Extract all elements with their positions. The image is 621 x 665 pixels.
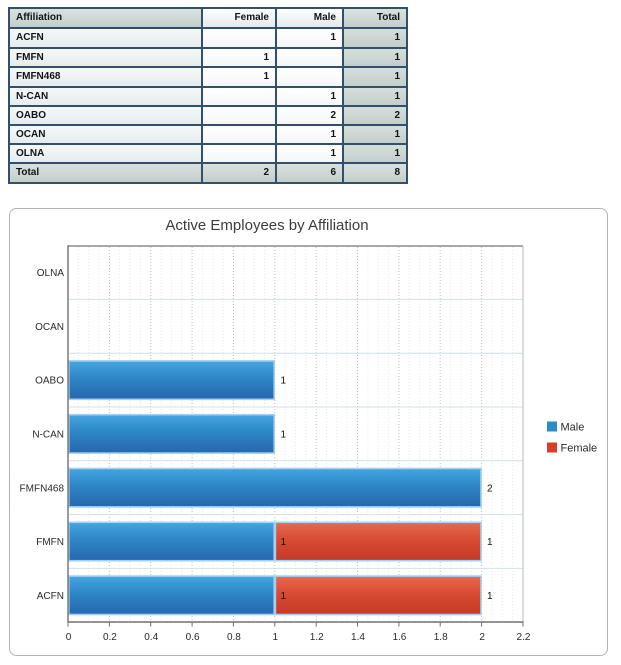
svg-text:2: 2 (479, 632, 485, 643)
svg-text:1: 1 (281, 376, 287, 387)
svg-text:1.6: 1.6 (392, 632, 406, 643)
svg-text:1: 1 (281, 430, 287, 441)
svg-text:OCAN: OCAN (35, 322, 64, 333)
svg-text:2: 2 (487, 483, 493, 494)
svg-text:1: 1 (487, 537, 493, 548)
svg-text:0.6: 0.6 (186, 632, 200, 643)
svg-text:ACFN: ACFN (37, 591, 64, 602)
svg-text:N-CAN: N-CAN (32, 430, 64, 441)
svg-text:0.4: 0.4 (144, 632, 158, 643)
svg-text:1: 1 (273, 632, 279, 643)
svg-text:1: 1 (281, 537, 287, 548)
svg-text:Active Employees by Affiliatio: Active Employees by Affiliation (165, 217, 368, 234)
svg-text:1.8: 1.8 (434, 632, 448, 643)
svg-text:1: 1 (487, 591, 493, 602)
svg-text:0.8: 0.8 (227, 632, 241, 643)
svg-text:FMFN468: FMFN468 (20, 483, 65, 494)
svg-text:2.2: 2.2 (517, 632, 531, 643)
svg-text:Female: Female (561, 443, 598, 455)
svg-text:1: 1 (281, 591, 287, 602)
svg-text:OLNA: OLNA (37, 268, 65, 279)
svg-text:0.2: 0.2 (103, 632, 117, 643)
svg-text:OABO: OABO (35, 376, 64, 387)
svg-text:FMFN: FMFN (36, 537, 64, 548)
svg-text:1.4: 1.4 (351, 632, 365, 643)
svg-text:0: 0 (66, 632, 72, 643)
svg-text:Male: Male (561, 422, 585, 434)
svg-text:1.2: 1.2 (310, 632, 324, 643)
